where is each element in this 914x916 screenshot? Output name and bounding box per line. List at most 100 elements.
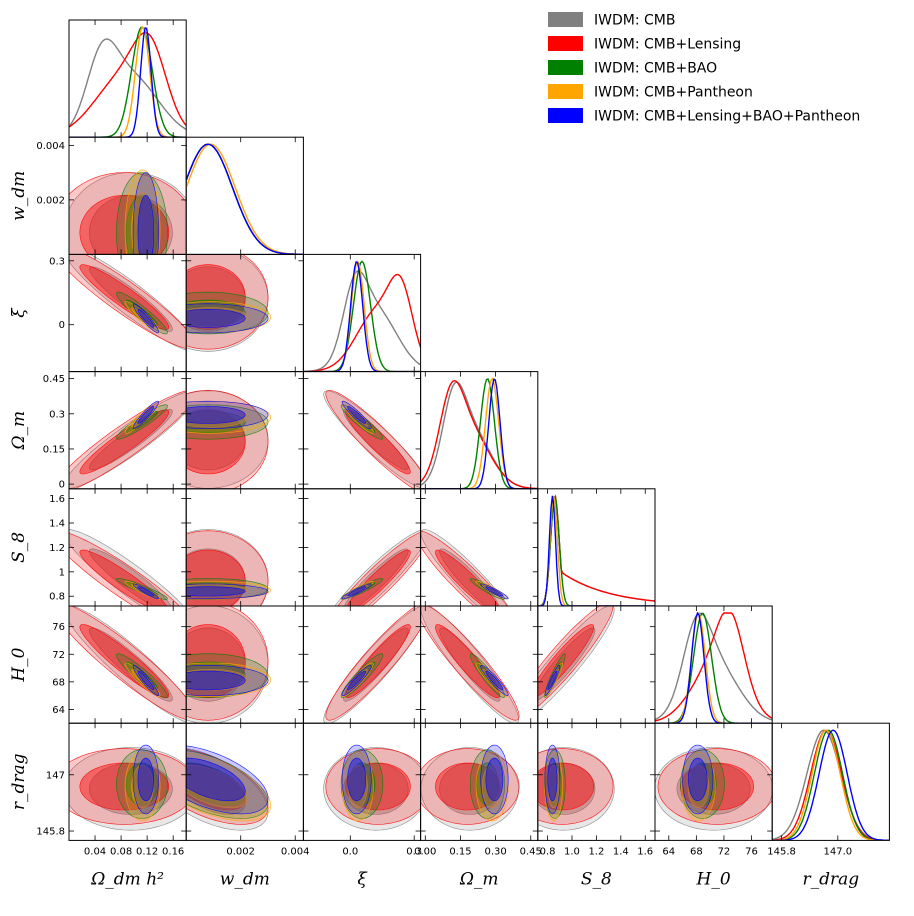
contour-rdrag-xi-2-2sigma — [340, 749, 384, 819]
contour-h0-omch2-1-2sigma — [69, 606, 187, 720]
x-axis-label-xi: ξ — [357, 869, 368, 889]
y-axis-label-s8: S_8 — [9, 532, 29, 563]
x-tick-label-om: 0.15 — [449, 846, 471, 857]
contour-h0-om-4-2sigma — [480, 665, 509, 697]
contour-rdrag-omch2-1-1sigma — [79, 762, 170, 811]
marginal-wdm-2 — [186, 143, 304, 255]
x-tick-label-wdm: 0.004 — [281, 846, 310, 857]
contour-om-omch2-1-2sigma — [69, 390, 187, 489]
legend-label-0: IWDM: CMB — [594, 13, 675, 29]
panel-om-wdm — [185, 371, 304, 490]
contour-xi-wdm-2-1sigma — [186, 299, 246, 327]
x-tick-label-wdm: 0.002 — [226, 846, 255, 857]
x-tick-label-om: 0.45 — [520, 846, 542, 857]
x-axis-label-s8: S_8 — [581, 869, 612, 889]
contour-rdrag-s8-4-1sigma — [547, 757, 558, 802]
panel-om-omch2 — [68, 371, 187, 490]
contour-h0-s8-0-1sigma — [537, 627, 596, 701]
panel-frame — [771, 722, 890, 841]
contour-s8-wdm-1-1sigma — [186, 549, 246, 606]
contour-h0-om-3-2sigma — [475, 662, 509, 698]
y-axis-label-om: Ω_m — [9, 411, 29, 451]
contour-xi-wdm-4-2sigma — [186, 303, 269, 334]
contour-h0-wdm-2-1sigma — [186, 661, 246, 690]
contour-rdrag-wdm-3-2sigma — [186, 752, 272, 822]
panel-wdm-wdm — [185, 136, 304, 255]
y-tick-label-s8: 1.2 — [49, 543, 65, 554]
y-tick-label-rdrag: 147 — [46, 770, 65, 781]
y-tick-label-s8: 0.8 — [49, 592, 65, 603]
legend-label-4: IWDM: CMB+Lensing+BAO+Pantheon — [594, 109, 860, 125]
contour-om-wdm-2-1sigma — [186, 410, 246, 434]
x-axis-label-rdrag: r_drag — [802, 869, 859, 889]
panel-rdrag-s8 — [537, 722, 656, 841]
contour-h0-wdm-0-1sigma — [186, 627, 246, 702]
contour-om-omch2-4-2sigma — [132, 400, 159, 429]
contour-h0-s8-1-2sigma — [537, 606, 614, 707]
x-tick-label-s8: 1.6 — [637, 846, 653, 857]
contour-rdrag-h0-3-1sigma — [687, 764, 710, 809]
contour-h0-wdm-2-2sigma — [186, 653, 269, 698]
contour-s8-om-4-2sigma — [480, 583, 509, 600]
x-tick-label-h0: 76 — [745, 846, 758, 857]
y-tick-label-wdm: 0.004 — [36, 141, 65, 152]
x-tick-label-xi: 0.3 — [406, 846, 422, 857]
y-tick-label-h0: 76 — [52, 622, 65, 633]
contour-rdrag-om-3-1sigma — [481, 764, 503, 809]
panel-frame — [68, 19, 187, 138]
x-tick-label-h0: 64 — [662, 846, 675, 857]
contour-om-omch2-1-1sigma — [79, 409, 170, 475]
contour-rdrag-xi-4-1sigma — [347, 757, 366, 802]
x-tick-label-om: 0.00 — [414, 846, 436, 857]
x-axis-label-omch2: Ω_dm h² — [90, 869, 164, 889]
marginal-rdrag-3 — [772, 729, 890, 841]
contour-h0-omch2-4-2sigma — [132, 665, 159, 697]
contour-xi-omch2-4-1sigma — [137, 309, 154, 328]
contour-om-wdm-2-2sigma — [186, 404, 269, 440]
contour-rdrag-om-3-2sigma — [475, 751, 509, 822]
legend: IWDM: CMB IWDM: CMB+Lensing IWDM: CMB+BAO I… — [548, 12, 860, 125]
x-tick-label-rdrag: 145.8 — [767, 846, 796, 857]
contour-rdrag-s8-4-2sigma — [544, 744, 561, 815]
marginal-wdm-1 — [186, 143, 304, 255]
contour-h0-xi-4-2sigma — [341, 665, 372, 697]
legend-swatch-4 — [548, 108, 583, 123]
y-axis-label-h0: H_0 — [9, 647, 29, 682]
legend-swatch-2 — [548, 60, 583, 75]
contour-h0-wdm-4-2sigma — [186, 665, 269, 697]
marginal-rdrag-1 — [772, 729, 890, 841]
contour-wdm-omch2-2-2sigma — [116, 172, 168, 255]
panel-s8-om — [420, 488, 539, 607]
marginal-omch2-0 — [69, 38, 187, 131]
contour-xi-wdm-3-1sigma — [186, 307, 249, 328]
marginal-s8-3 — [537, 495, 655, 606]
x-tick-label-om: 0.30 — [484, 846, 506, 857]
contour-rdrag-s8-3-1sigma — [547, 764, 560, 809]
y-tick-label-h0: 72 — [52, 650, 65, 661]
x-tick-label-s8: 1.4 — [613, 846, 629, 857]
panel-om-xi — [302, 371, 422, 490]
x-tick-label-xi: 0.0 — [342, 846, 358, 857]
y-tick-label-rdrag: 145.8 — [36, 827, 65, 838]
contour-om-omch2-4-1sigma — [137, 406, 154, 424]
contour-h0-wdm-0-2sigma — [186, 606, 269, 724]
panel-rdrag-omch2 — [68, 722, 187, 841]
y-tick-label-s8: 1.4 — [49, 518, 65, 529]
contour-wdm-omch2-1-2sigma — [69, 172, 187, 255]
panel-rdrag-wdm — [185, 722, 304, 841]
x-tick-label-omch2: 0.12 — [136, 846, 158, 857]
contour-rdrag-s8-1-2sigma — [537, 748, 614, 825]
contour-rdrag-s8-0-1sigma — [537, 762, 596, 815]
x-tick-label-h0: 72 — [718, 846, 731, 857]
x-tick-label-rdrag: 147.0 — [824, 846, 853, 857]
contour-xi-wdm-4-1sigma — [186, 309, 246, 328]
y-tick-label-om: 0.15 — [43, 444, 65, 455]
panel-xi-xi — [302, 253, 422, 373]
contour-h0-s8-2-2sigma — [544, 653, 566, 698]
panel-h0-om — [420, 605, 539, 724]
contour-rdrag-omch2-4-1sigma — [137, 757, 154, 802]
x-tick-label-omch2: 0.08 — [110, 846, 132, 857]
contour-om-wdm-4-2sigma — [186, 400, 269, 429]
contour-s8-wdm-4-1sigma — [186, 586, 246, 597]
marginal-s8-2 — [537, 494, 655, 606]
